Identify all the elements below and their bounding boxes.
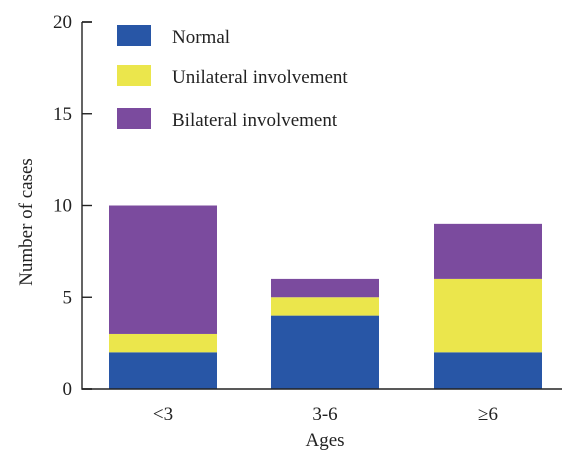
bar-segment <box>271 278 379 298</box>
x-ticks-group: <3 3-6 ≥6 <box>153 404 498 425</box>
legend-swatch <box>117 65 151 86</box>
bar-segment <box>109 205 217 334</box>
bar-segment <box>109 333 217 353</box>
y-axis-title: Number of cases <box>16 158 37 286</box>
bar-segment <box>271 297 379 316</box>
bar-segment <box>109 352 217 389</box>
y-tick-label: 20 <box>53 12 72 33</box>
y-tick-label: 15 <box>53 104 72 125</box>
y-tick-label: 5 <box>63 287 73 308</box>
bar-segment <box>434 278 542 353</box>
bar-segment <box>434 223 542 279</box>
bar-segment <box>434 352 542 389</box>
legend-label: Bilateral involvement <box>172 110 338 131</box>
x-axis-title: Ages <box>305 430 344 451</box>
bar-segment <box>271 315 379 389</box>
legend-swatch <box>117 108 151 129</box>
x-tick-label: 3-6 <box>312 404 337 425</box>
legend-swatch <box>117 25 151 46</box>
x-tick-label: ≥6 <box>478 404 498 425</box>
y-tick-label: 0 <box>63 379 73 400</box>
y-ticks-group: 0 5 10 15 20 <box>53 12 92 400</box>
bars-group <box>109 205 542 389</box>
legend-label: Normal <box>172 27 230 48</box>
legend: Normal Unilateral involvement Bilateral in… <box>117 25 348 131</box>
x-tick-label: <3 <box>153 404 173 425</box>
legend-label: Unilateral involvement <box>172 67 348 88</box>
y-tick-label: 10 <box>53 196 72 217</box>
